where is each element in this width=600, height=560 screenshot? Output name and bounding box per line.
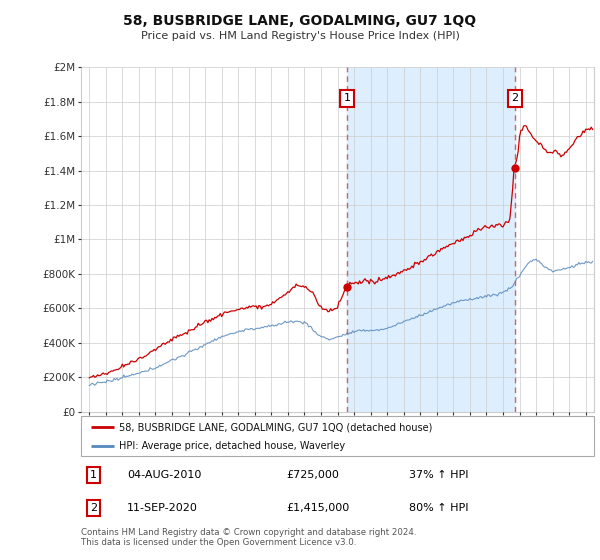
- Text: Contains HM Land Registry data © Crown copyright and database right 2024.
This d: Contains HM Land Registry data © Crown c…: [81, 528, 416, 547]
- Text: 04-AUG-2010: 04-AUG-2010: [127, 470, 202, 480]
- Text: HPI: Average price, detached house, Waverley: HPI: Average price, detached house, Wave…: [119, 441, 346, 451]
- Text: 58, BUSBRIDGE LANE, GODALMING, GU7 1QQ: 58, BUSBRIDGE LANE, GODALMING, GU7 1QQ: [124, 14, 476, 28]
- Text: 2: 2: [90, 503, 97, 513]
- Bar: [347, 67, 515, 412]
- Text: 80% ↑ HPI: 80% ↑ HPI: [409, 503, 469, 513]
- Text: Price paid vs. HM Land Registry's House Price Index (HPI): Price paid vs. HM Land Registry's House …: [140, 31, 460, 41]
- Text: 37% ↑ HPI: 37% ↑ HPI: [409, 470, 469, 480]
- Text: 1: 1: [344, 93, 350, 103]
- FancyBboxPatch shape: [81, 416, 594, 456]
- Text: £725,000: £725,000: [286, 470, 339, 480]
- Text: £1,415,000: £1,415,000: [286, 503, 349, 513]
- Text: 11-SEP-2020: 11-SEP-2020: [127, 503, 198, 513]
- Text: 58, BUSBRIDGE LANE, GODALMING, GU7 1QQ (detached house): 58, BUSBRIDGE LANE, GODALMING, GU7 1QQ (…: [119, 422, 433, 432]
- Text: 1: 1: [91, 470, 97, 480]
- Text: 2: 2: [511, 93, 518, 103]
